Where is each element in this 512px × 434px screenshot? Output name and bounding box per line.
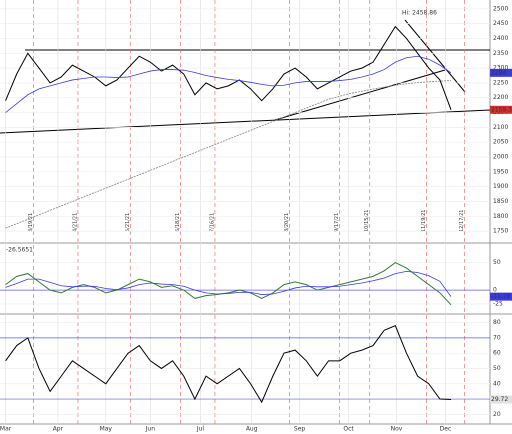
x-tick-label: Aug	[246, 426, 258, 433]
series-line	[5, 270, 452, 297]
y-tick-label: 40	[493, 380, 501, 387]
y-tick-label: 2050	[493, 139, 508, 146]
event-label: 12/17/21	[459, 210, 465, 232]
trend-line	[0, 109, 491, 134]
event-label: 4/21/21	[72, 213, 78, 232]
x-tick-label: Oct	[343, 426, 354, 433]
series-line	[5, 261, 452, 306]
y-tick-label: 2300	[493, 65, 508, 72]
y-tick-label: 2350	[493, 50, 508, 57]
x-tick-label: May	[100, 426, 113, 433]
x-tick-label: Jun	[145, 426, 156, 433]
event-label: 6/18/21	[175, 213, 181, 232]
value-box-label: -11.78	[491, 293, 511, 300]
y-tick-label: 2450	[493, 20, 508, 27]
x-tick-label: Dec	[440, 426, 452, 433]
y-tick-label: 1750	[493, 228, 508, 235]
event-label: 10/15/21	[364, 210, 370, 232]
high-annotation: Hi: 2458.86	[402, 10, 437, 17]
y-tick-label: 2000	[493, 154, 508, 161]
y-tick-label: 2100	[493, 124, 508, 131]
y-tick-label: 60	[493, 350, 501, 357]
series-line	[5, 25, 452, 110]
y-tick-label: -25	[493, 300, 503, 307]
value-box-label: 2159.33	[491, 106, 512, 113]
y-tick-label: 1900	[493, 183, 508, 190]
event-label: 3/19/21	[28, 213, 34, 232]
x-tick-label: Mar	[0, 426, 12, 433]
series-line	[5, 55, 452, 113]
event-label: 5/21/21	[125, 213, 131, 232]
event-label: 11/19/21	[421, 210, 427, 232]
macd-label: -26.5651	[6, 247, 33, 254]
x-tick-label: Apr	[53, 426, 64, 433]
event-label: 8/20/21	[284, 213, 290, 232]
event-label: 9/17/21	[334, 213, 340, 232]
trend-line	[404, 19, 466, 93]
x-tick-label: Jul	[196, 426, 205, 433]
y-tick-label: 50	[493, 365, 501, 372]
y-tick-label: 1850	[493, 198, 508, 205]
y-tick-label: 50	[493, 259, 501, 266]
value-box-label: 29.72	[491, 396, 508, 403]
value-box	[490, 395, 512, 404]
value-box	[490, 68, 512, 77]
value-box-label: 2284	[491, 69, 506, 76]
y-tick-label: 2200	[493, 94, 508, 101]
value-box	[490, 292, 512, 301]
x-tick-label: Nov	[391, 426, 403, 433]
y-tick-label: 1800	[493, 213, 508, 220]
trend-line	[274, 69, 446, 121]
y-tick-label: 1950	[493, 168, 508, 175]
event-label: 7/16/21	[209, 213, 215, 232]
y-tick-label: 20	[493, 411, 501, 418]
y-tick-label: 0	[493, 287, 497, 294]
x-tick-label: Sep	[294, 426, 306, 433]
series-line	[5, 324, 452, 404]
y-tick-label: 2500	[493, 5, 508, 12]
y-tick-label: 70	[493, 334, 501, 341]
y-tick-label: 2250	[493, 79, 508, 86]
y-tick-label: 2400	[493, 35, 508, 42]
series-line	[5, 80, 452, 229]
y-tick-label: 80	[493, 319, 501, 326]
value-box	[490, 105, 512, 114]
